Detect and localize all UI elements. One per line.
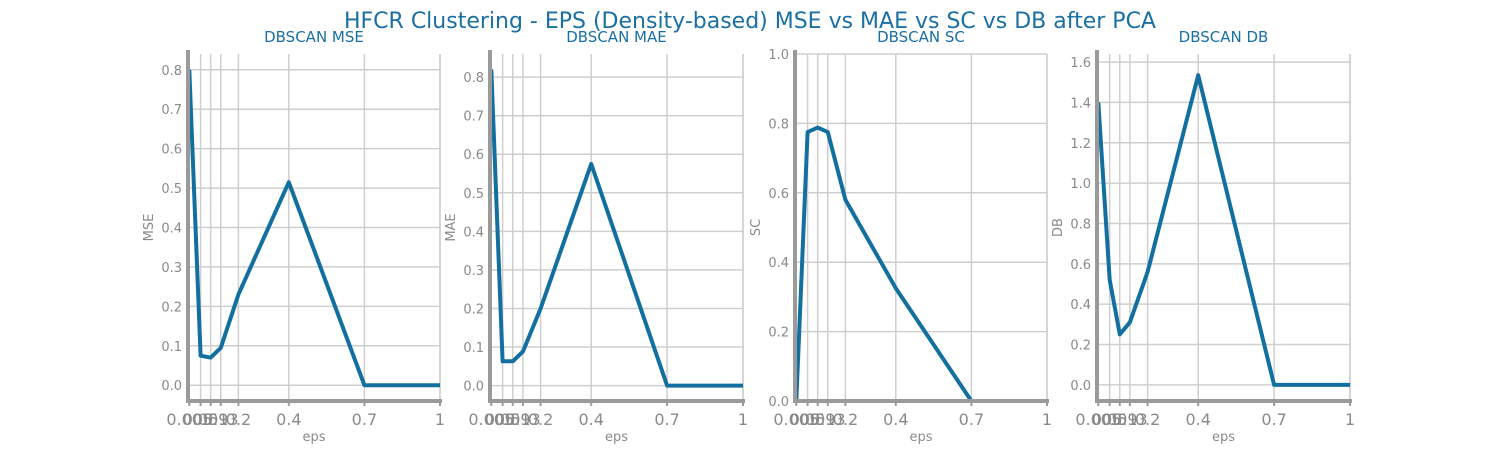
y-tick-label: 0.5 (161, 182, 182, 197)
y-tick-label: 0.8 (463, 71, 484, 86)
x-axis-label: eps (909, 430, 932, 445)
y-tick-label: 0.4 (161, 222, 182, 237)
y-tick-label: 0.2 (768, 326, 789, 341)
x-tick-label: 0.05 (485, 410, 521, 429)
chart-title: DBSCAN MAE (566, 28, 667, 46)
x-tick-label: 0.13 (505, 410, 541, 429)
x-axis-label: eps (1212, 430, 1235, 445)
chart-panel-4: 0.0 0.2 0.4 0.6 0.8 1.0 1.2 1.4 1.6 0.0050.050.09… (1051, 28, 1355, 445)
x-tick-label: 0.2 (226, 410, 251, 429)
y-tick-label: 0.7 (161, 103, 182, 118)
y-tick-label: 0.4 (1070, 298, 1091, 313)
y-tick-label: 0.7 (463, 110, 484, 125)
y-tick-label: 0.1 (463, 341, 484, 356)
figure-title: HFCR Clustering - EPS (Density-based) MS… (344, 9, 1156, 34)
x-tick-label: 1 (1042, 410, 1052, 429)
x-tick-label: 0.7 (959, 410, 984, 429)
y-axis-label: MAE (444, 213, 459, 241)
y-tick-label: 0.5 (463, 187, 484, 202)
x-tick-label: 0.4 (276, 410, 301, 429)
y-tick-label: 0.3 (161, 261, 182, 276)
y-tick-label: 0.2 (463, 302, 484, 317)
chart-title: DBSCAN SC (877, 28, 965, 46)
x-tick-label: 0.2 (833, 410, 858, 429)
x-tick-label: 0.13 (1112, 410, 1148, 429)
y-axis-label: MSE (142, 214, 157, 242)
x-tick-label: 0.05 (183, 410, 219, 429)
x-tick-label: 0.005 (1075, 410, 1121, 429)
chart-panel-2: 0.0 0.1 0.2 0.3 0.4 0.5 0.6 0.7 0.8 0.0050.050.09… (444, 28, 748, 445)
y-tick-label: 0.0 (1070, 379, 1091, 394)
y-tick-label: 0.2 (1070, 339, 1091, 354)
x-tick-label: 0.09 (800, 410, 836, 429)
x-tick-label: 0.7 (1261, 410, 1286, 429)
y-axis-label: SC (749, 219, 764, 236)
y-tick-label: 0.1 (161, 340, 182, 355)
y-tick-label: 0.0 (161, 379, 182, 394)
x-tick-label: 0.005 (773, 410, 819, 429)
y-tick-label: 1.0 (768, 48, 789, 63)
y-tick-label: 0.6 (161, 143, 182, 158)
chart-title: DBSCAN MSE (264, 28, 364, 46)
x-tick-label: 0.05 (790, 410, 826, 429)
x-tick-label: 0.005 (166, 410, 212, 429)
y-tick-label: 0.4 (463, 225, 484, 240)
y-axis-label: DB (1051, 218, 1066, 237)
y-tick-label: 1.4 (1070, 96, 1091, 111)
y-tick-label: 0.2 (161, 300, 182, 315)
y-tick-label: 0.6 (768, 187, 789, 202)
x-tick-label: 0.2 (528, 410, 553, 429)
y-tick-label: 0.8 (1070, 217, 1091, 232)
x-tick-label: 0.4 (1185, 410, 1210, 429)
x-tick-label: 0.4 (578, 410, 603, 429)
x-tick-label: 0.7 (654, 410, 679, 429)
x-tick-label: 0.09 (193, 410, 229, 429)
y-tick-label: 0.6 (1070, 258, 1091, 273)
y-tick-label: 1.6 (1070, 56, 1091, 71)
chart-panel-1: 0.0 0.1 0.2 0.3 0.4 0.5 0.6 0.7 0.8 0.0050.050.09… (142, 28, 445, 445)
y-tick-label: 0.0 (463, 380, 484, 395)
y-tick-label: 0.8 (768, 117, 789, 132)
x-tick-label: 0.7 (352, 410, 377, 429)
x-tick-label: 0.005 (468, 410, 514, 429)
y-tick-label: 0.8 (161, 64, 182, 79)
y-tick-label: 0.4 (768, 256, 789, 271)
series-line (1096, 73, 1350, 387)
x-tick-label: 0.09 (495, 410, 531, 429)
x-tick-label: 0.4 (883, 410, 908, 429)
y-tick-label: 0.3 (463, 264, 484, 279)
series-line (187, 69, 440, 388)
x-tick-label: 1 (435, 410, 445, 429)
x-tick-label: 1 (738, 410, 748, 429)
y-tick-label: 0.6 (463, 148, 484, 163)
x-tick-label: 0.13 (203, 410, 239, 429)
series-line (794, 125, 1047, 403)
series-line (489, 69, 743, 388)
x-tick-label: 0.13 (810, 410, 846, 429)
x-axis-label: eps (605, 430, 628, 445)
x-tick-label: 0.05 (1092, 410, 1128, 429)
x-tick-label: 0.2 (1135, 410, 1160, 429)
y-tick-label: 1.0 (1070, 177, 1091, 192)
y-tick-label: 1.2 (1070, 137, 1091, 152)
chart-title: DBSCAN DB (1179, 28, 1269, 46)
x-axis-label: eps (302, 430, 325, 445)
x-tick-label: 0.09 (1102, 410, 1138, 429)
x-tick-label: 1 (1345, 410, 1355, 429)
y-tick-label: 0.0 (768, 395, 789, 410)
